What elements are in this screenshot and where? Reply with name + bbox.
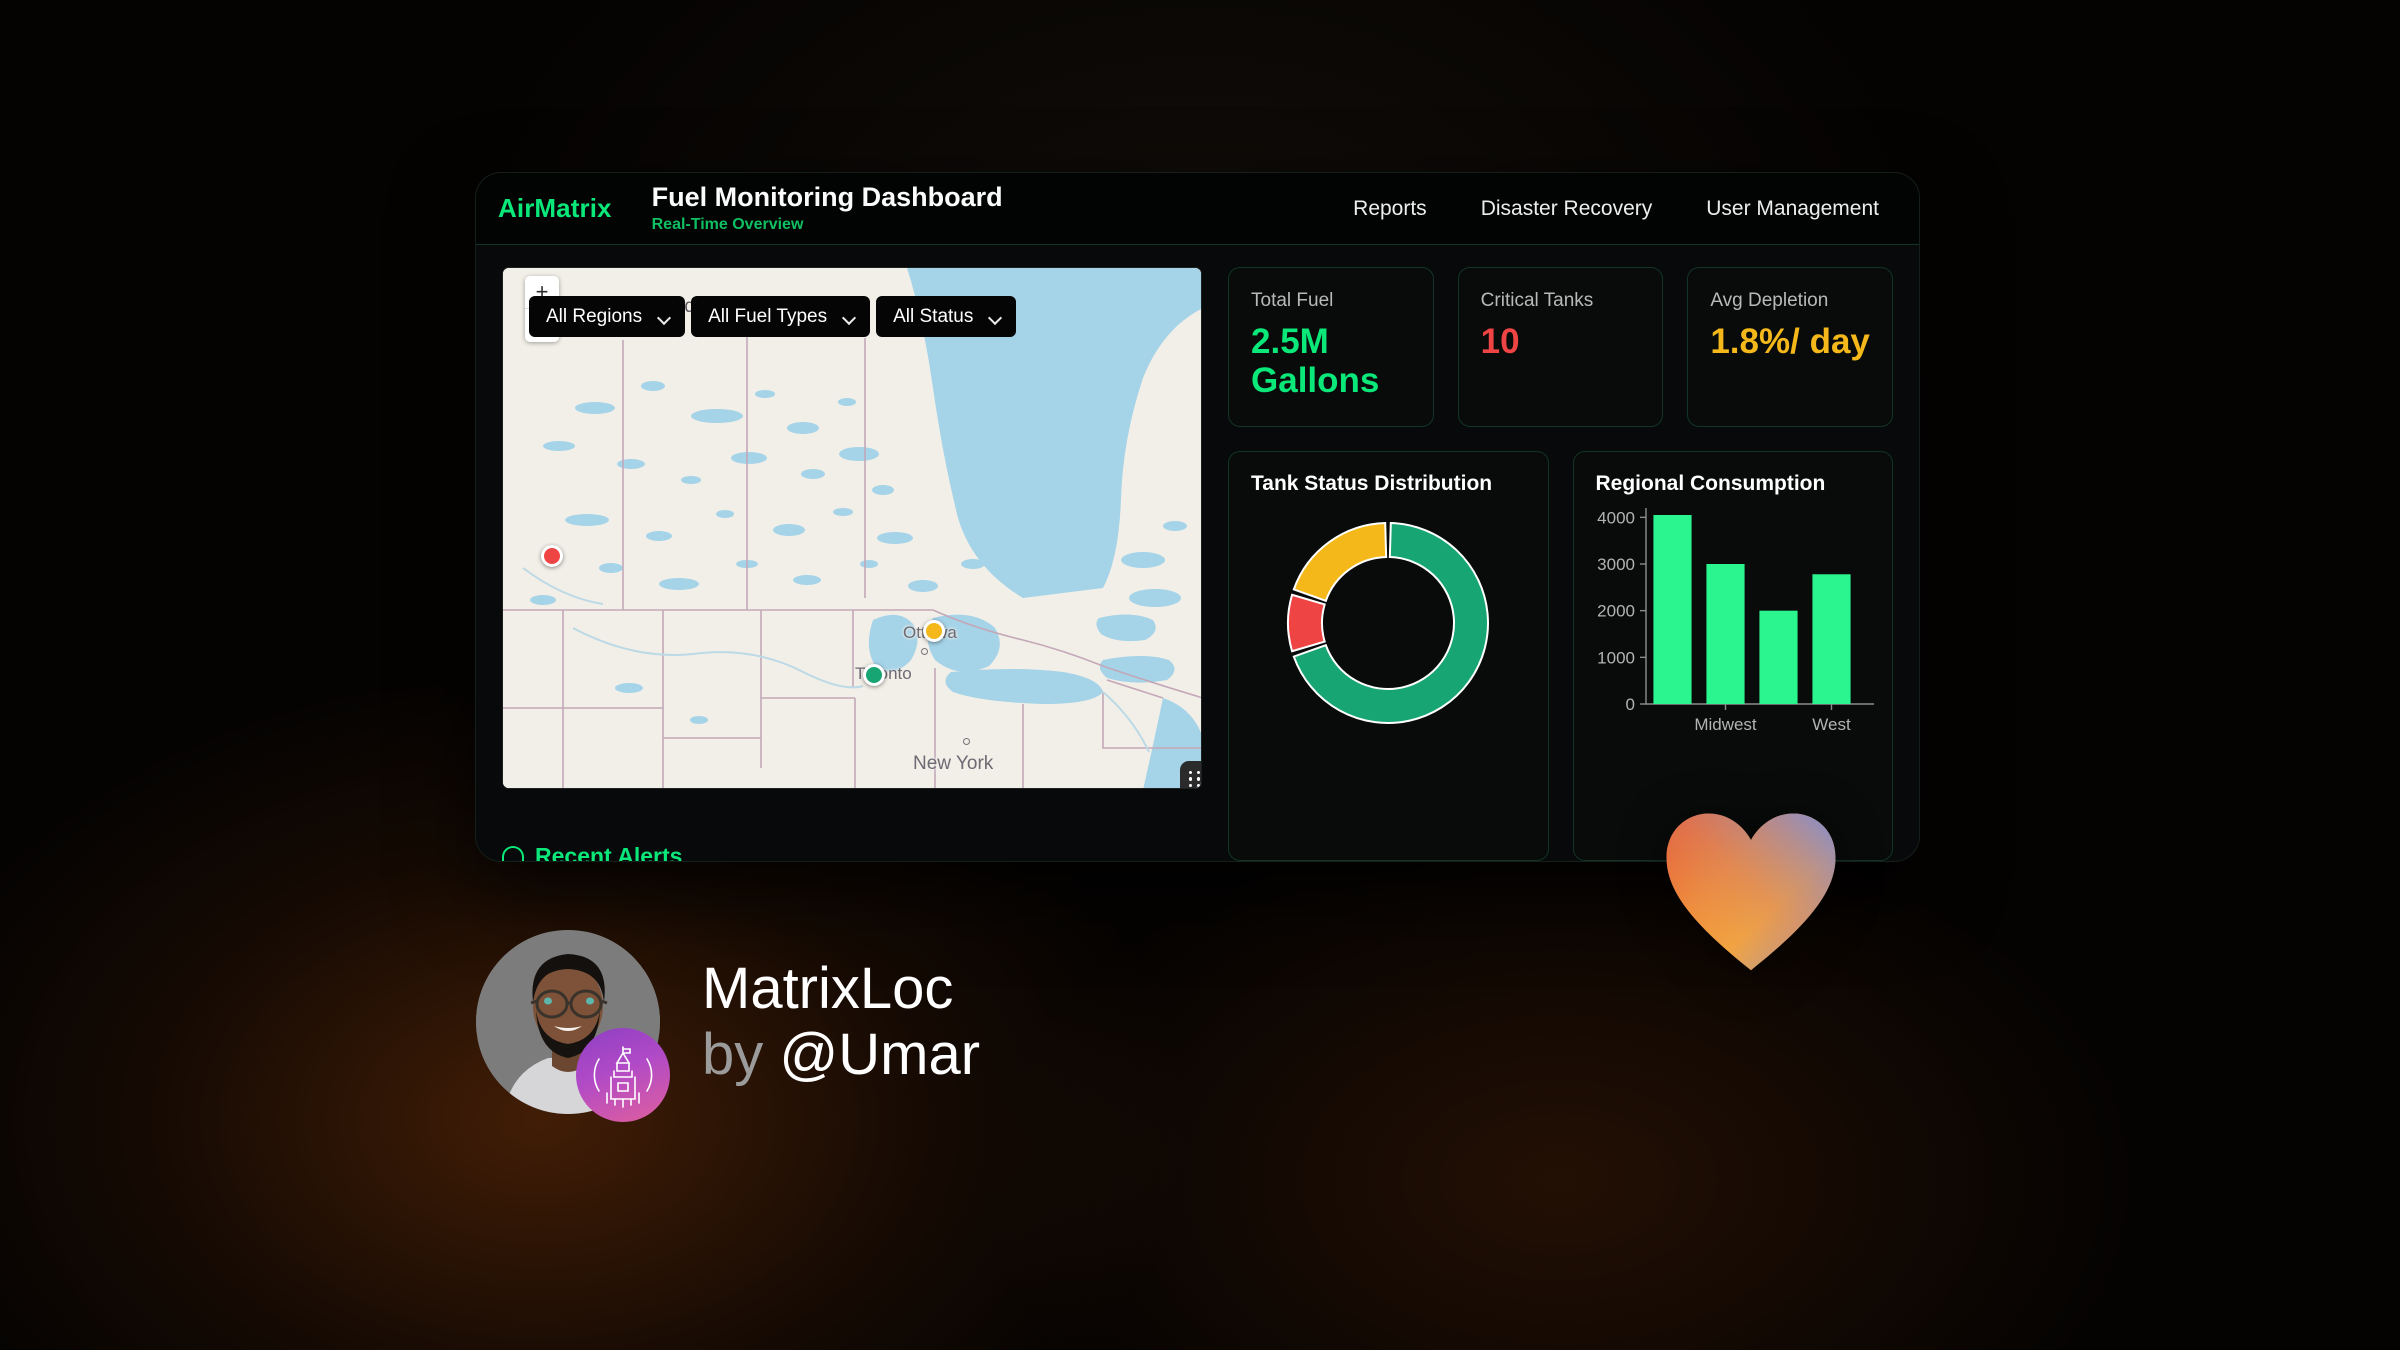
page-title: Fuel Monitoring Dashboard: [651, 182, 1003, 213]
author-handle: @Umar: [779, 1022, 981, 1087]
x-axis-tick-label: Midwest: [1694, 715, 1757, 734]
chevron-down-icon: [658, 313, 671, 321]
city-dot-new-york: [963, 738, 970, 745]
tower-badge-icon: [576, 1028, 670, 1122]
regional-bar-area: 0 1000 2000 3000 4000 Midwest West: [1574, 496, 1893, 860]
kpi-value: 10: [1480, 322, 1520, 361]
bar-south[interactable]: [1758, 610, 1798, 704]
y-axis-tick-label: 1000: [1597, 648, 1635, 667]
regional-consumption-bar-chart: 0 1000 2000 3000 4000 Midwest West: [1597, 508, 1876, 734]
fuel-type-filter-select[interactable]: All Fuel Types: [691, 296, 871, 337]
kpi-card-total-fuel[interactable]: Total Fuel 2.5M Gallons: [1228, 267, 1434, 427]
donut-slice-critical[interactable]: [1287, 593, 1327, 653]
kpi-label: Total Fuel: [1251, 290, 1334, 311]
regional-consumption-card[interactable]: Regional Consumption 0 1000 2000 3000 4000 Mi…: [1572, 451, 1893, 861]
tank-status-donut-chart: [1287, 522, 1490, 724]
heart-reaction-icon[interactable]: [1663, 808, 1839, 974]
main-nav: Reports Disaster Recovery User Managemen…: [1353, 197, 1889, 221]
status-filter-select[interactable]: All Status: [876, 296, 1017, 337]
status-filter-value: All Status: [893, 305, 974, 327]
fuel-type-filter-value: All Fuel Types: [708, 305, 828, 327]
dashboard-body: Canada Ottawa Toronto New York + −: [476, 245, 1919, 861]
map-graphic: [503, 268, 1201, 788]
page-subtitle: Real-Time Overview: [651, 215, 804, 233]
avatar-wrap: [476, 930, 670, 1122]
caption-text: MatrixLoc by @Umar: [702, 956, 980, 1087]
kpi-value: 1.8%/ day: [1710, 322, 1870, 361]
kpi-card-avg-depletion[interactable]: Avg Depletion 1.8%/ day: [1687, 267, 1894, 427]
recent-alerts-title: Recent Alerts: [535, 843, 683, 862]
map-panel[interactable]: Canada Ottawa Toronto New York + −: [502, 267, 1202, 789]
kpi-row: Total Fuel 2.5M Gallons Critical Tanks 1…: [1228, 267, 1894, 427]
kpi-card-critical-tanks[interactable]: Critical Tanks 10: [1457, 267, 1664, 427]
donut-slice-warning[interactable]: [1292, 522, 1388, 603]
tank-status-title: Tank Status Distribution: [1251, 472, 1493, 495]
metrics-column: Total Fuel 2.5M Gallons Critical Tanks 1…: [1228, 267, 1894, 861]
y-axis-tick-label: 2000: [1597, 602, 1635, 621]
kpi-value: 2.5M Gallons: [1251, 322, 1380, 401]
author-line: by @Umar: [702, 1022, 980, 1088]
map-filter-bar: All Regions All Fuel Types All Status: [529, 296, 1017, 337]
by-label: by: [702, 1022, 764, 1087]
critical-tank-marker[interactable]: [541, 545, 563, 567]
normal-tank-marker[interactable]: [863, 664, 885, 686]
bell-icon: [502, 845, 524, 861]
map-canvas[interactable]: Canada Ottawa Toronto New York: [503, 268, 1201, 788]
chevron-down-icon: [843, 313, 856, 321]
recent-alerts-section[interactable]: Recent Alerts: [502, 843, 683, 862]
city-dot-ottawa: [921, 648, 928, 655]
map-resize-handle[interactable]: [1180, 761, 1202, 788]
bar-west[interactable]: [1811, 574, 1851, 704]
page-title-block: Fuel Monitoring Dashboard Real-Time Over…: [652, 183, 1003, 234]
nav-item-disaster-recovery[interactable]: Disaster Recovery: [1480, 196, 1653, 220]
charts-row: Tank Status Distribution Regional Consum…: [1228, 451, 1893, 861]
kpi-label: Critical Tanks: [1480, 290, 1594, 311]
tank-status-donut-area: [1229, 498, 1548, 860]
y-axis-tick-label: 3000: [1597, 555, 1635, 574]
map-label-new-york: New York: [913, 753, 994, 774]
tank-status-card[interactable]: Tank Status Distribution: [1228, 451, 1549, 861]
avatar-portrait: [476, 930, 660, 1114]
x-axis-tick-label: West: [1812, 715, 1851, 734]
donut-slice-normal[interactable]: [1292, 522, 1490, 724]
kpi-label: Avg Depletion: [1710, 290, 1829, 311]
caption-block: MatrixLoc by @Umar: [476, 930, 980, 1122]
region-filter-select[interactable]: All Regions: [529, 296, 686, 337]
region-filter-value: All Regions: [546, 305, 643, 327]
warning-tank-marker[interactable]: [923, 620, 945, 642]
bar-midwest[interactable]: [1705, 564, 1745, 704]
brand-logo[interactable]: AirMatrix: [498, 193, 612, 223]
regional-consumption-title: Regional Consumption: [1595, 472, 1826, 495]
y-axis-tick-label: 4000: [1597, 508, 1635, 527]
chevron-down-icon: [989, 313, 1002, 321]
project-name: MatrixLoc: [702, 956, 954, 1022]
bar-northeast[interactable]: [1652, 515, 1692, 704]
app-header: AirMatrix Fuel Monitoring Dashboard Real…: [476, 173, 1919, 245]
nav-item-reports[interactable]: Reports: [1353, 196, 1427, 220]
dashboard-window: AirMatrix Fuel Monitoring Dashboard Real…: [475, 172, 1920, 862]
tower-line-icon: [593, 1046, 653, 1108]
grip-dots-icon: [1188, 770, 1202, 788]
nav-item-user-management[interactable]: User Management: [1706, 196, 1879, 220]
y-axis-tick-label: 0: [1625, 695, 1634, 714]
